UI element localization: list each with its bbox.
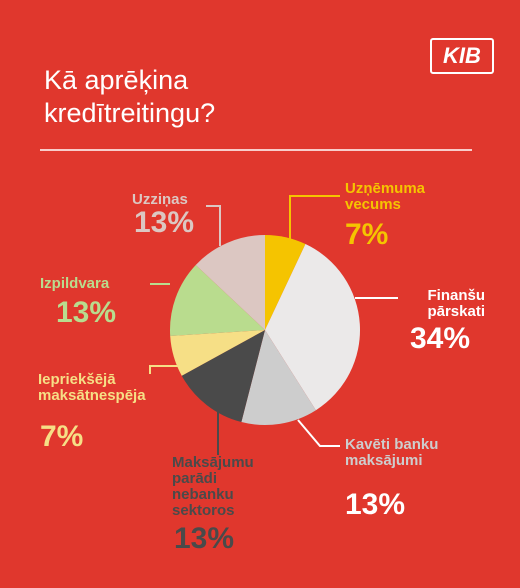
leader: [149, 365, 178, 374]
leaders: [149, 195, 398, 455]
category-label: Izpildvara: [40, 275, 110, 292]
category-label: Kavēti banku maksājumi: [345, 436, 439, 469]
leader: [206, 205, 221, 246]
leader: [297, 419, 340, 447]
value-label: 13%: [56, 296, 117, 329]
category-label: Finanšu pārskati: [427, 287, 485, 320]
slice: [181, 330, 265, 423]
category-label: Iepriekšējā maksātnespēja: [38, 371, 146, 404]
category-label: Uzziņas: [132, 191, 188, 208]
value-label: 7%: [345, 218, 389, 251]
slice: [241, 330, 316, 426]
value-label: 13%: [174, 522, 235, 555]
value-label: 7%: [40, 420, 84, 453]
leader: [289, 195, 340, 252]
slice: [265, 235, 306, 330]
category-label: Uzņēmuma vecums: [345, 180, 426, 213]
logo: KIB: [430, 38, 494, 74]
slice: [169, 264, 265, 336]
category-label: Maksājumu parādi nebanku sektoros: [172, 454, 254, 519]
slice: [265, 244, 360, 411]
slice: [170, 330, 265, 376]
value-label: 13%: [134, 206, 195, 239]
value-label: 13%: [345, 488, 406, 521]
value-label: 34%: [410, 322, 471, 355]
title: Kā aprēķina kredītreitingu?: [44, 65, 216, 128]
slice: [195, 235, 265, 330]
